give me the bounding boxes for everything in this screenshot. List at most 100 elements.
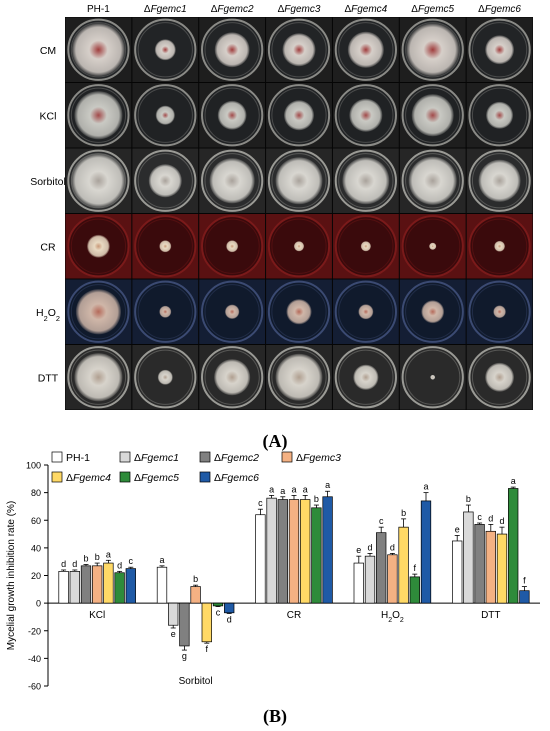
bar-4-2	[474, 524, 485, 604]
petri-dish-rim	[204, 218, 260, 274]
bar-1-5	[212, 602, 224, 607]
bar-3-4	[398, 526, 409, 604]
strain-header-6: ΔFgemc6	[478, 4, 521, 15]
condition-label-5: DTT	[38, 372, 59, 384]
strain-header-0: PH-1	[87, 4, 110, 15]
petri-dish-rim	[271, 87, 327, 143]
significance-letter: e	[356, 545, 361, 555]
strain-header-5: ΔFgemc5	[411, 4, 454, 15]
fungal-colony	[75, 289, 122, 335]
legend-label-5: ΔFgemc5	[134, 472, 179, 484]
significance-letter: d	[499, 516, 504, 526]
bar-1-3	[190, 586, 201, 604]
petri-dish-rim	[471, 349, 528, 405]
bar-2-2	[277, 499, 288, 604]
significance-letter: f	[206, 644, 209, 654]
bar-2-1	[266, 497, 277, 604]
petri-dish-rim	[471, 87, 528, 143]
bar-3-0	[353, 562, 364, 604]
fungal-colony	[411, 94, 454, 137]
petri-dish-rim	[338, 87, 394, 143]
significance-letter: b	[401, 508, 406, 518]
condition-label-0: CM	[40, 45, 56, 57]
legend-swatch-2	[199, 451, 211, 463]
significance-letter: a	[106, 549, 111, 559]
petri-dish-rim	[204, 284, 260, 340]
strain-header-3: ΔFgemc3	[278, 4, 321, 15]
petri-dish-rim	[338, 218, 394, 274]
petri-dish-rim	[471, 284, 528, 340]
petri-dish-rim	[137, 22, 193, 78]
significance-letter: a	[325, 480, 330, 490]
petri-dish-rim	[271, 349, 327, 405]
y-tick-label: 0	[36, 599, 41, 609]
fungal-colony	[478, 159, 521, 202]
significance-letter: d	[72, 559, 77, 569]
y-tick-label: -40	[28, 654, 41, 664]
fungal-colony	[86, 234, 110, 258]
condition-label-1: KCl	[40, 110, 57, 122]
significance-letter: f	[523, 576, 526, 586]
bar-2-5	[311, 507, 322, 604]
strain-header-1: ΔFgemc1	[144, 4, 187, 15]
bar-4-6	[519, 590, 530, 604]
petri-dish-rim	[338, 284, 394, 340]
petri-dish-rim	[471, 218, 528, 274]
petri-dish-rim	[405, 22, 461, 78]
significance-letter: d	[390, 542, 395, 552]
bar-3-3	[387, 554, 398, 604]
significance-letter: a	[269, 484, 274, 494]
y-tick-label: 80	[31, 488, 41, 498]
petri-dish-rim	[70, 349, 127, 405]
fungal-colony	[148, 164, 182, 198]
legend-label-3: ΔFgemc3	[296, 452, 341, 464]
significance-letter: c	[129, 556, 134, 566]
fungal-colony	[71, 153, 126, 208]
petri-dish-rim	[405, 218, 461, 274]
bar-4-5	[508, 488, 519, 604]
legend-label-6: ΔFgemc6	[214, 472, 259, 484]
significance-letter: a	[423, 482, 428, 492]
petri-dish-rim	[204, 22, 260, 78]
bar-1-1	[168, 602, 179, 626]
fungal-colony	[155, 105, 175, 125]
significance-letter: c	[216, 608, 221, 618]
category-label-0: KCl	[89, 610, 105, 621]
bar-4-1	[463, 511, 474, 604]
fungal-colony	[74, 91, 123, 140]
petri-dish-rim	[405, 284, 461, 340]
category-label-2: CR	[287, 610, 301, 621]
legend-label-2: ΔFgemc2	[214, 452, 259, 464]
bar-4-0	[452, 540, 463, 604]
fungal-colony	[214, 32, 250, 68]
fungal-colony	[157, 369, 173, 385]
significance-letter: a	[291, 484, 296, 494]
bar-1-6	[224, 602, 235, 614]
significance-letter: e	[171, 629, 176, 639]
bar-4-4	[496, 533, 508, 604]
fungal-colony	[486, 101, 514, 129]
fungal-colony	[358, 304, 374, 320]
bar-0-1	[69, 571, 80, 604]
legend-label-1: ΔFgemc1	[134, 452, 179, 464]
category-label-4: DTT	[481, 610, 500, 621]
petri-dish-rim	[70, 284, 127, 340]
petri-dish-rim	[471, 22, 528, 78]
condition-label-4: H2O2	[36, 307, 60, 323]
petri-dish-rim	[338, 22, 394, 78]
fungal-colony	[159, 240, 172, 253]
fungal-colony	[485, 35, 515, 65]
petri-dish-rim	[70, 22, 127, 78]
fungal-colony	[283, 100, 315, 131]
condition-label-3: CR	[40, 241, 56, 253]
petri-dish-rim	[137, 87, 193, 143]
legend-swatch-4	[51, 471, 63, 483]
petri-dish-rim	[338, 349, 394, 405]
fungal-colony	[342, 157, 390, 205]
bar-1-2	[179, 602, 190, 647]
petri-dish-rim	[137, 218, 193, 274]
y-tick-label: 60	[31, 516, 41, 526]
y-axis-label: Mycelial growth inhibition rate (%)	[6, 501, 17, 651]
fungal-colony	[406, 23, 460, 77]
significance-letter: a	[303, 484, 308, 494]
